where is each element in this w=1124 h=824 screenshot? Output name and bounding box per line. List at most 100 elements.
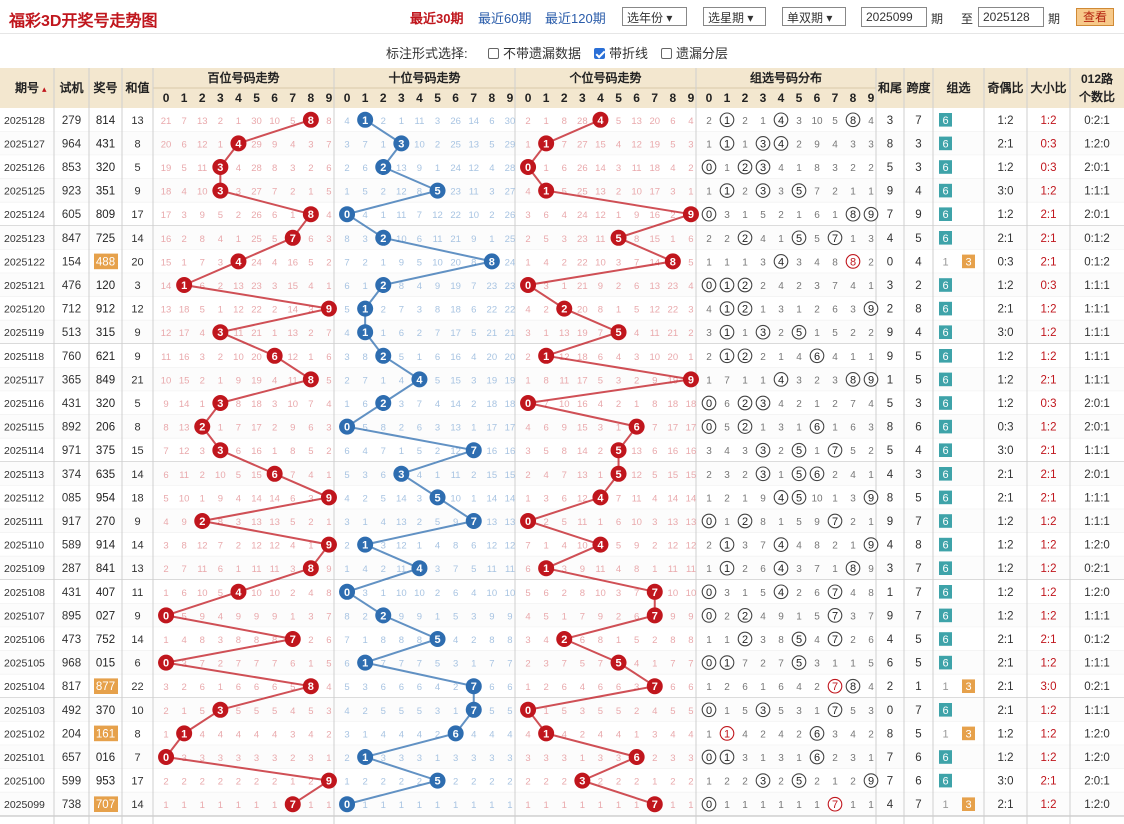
units-omission: 7 — [562, 139, 567, 150]
group3-box — [962, 797, 975, 811]
weekday-select[interactable]: 选星期 ▾ — [703, 7, 766, 26]
query-button[interactable]: 查看 — [1076, 8, 1114, 26]
digit-col-header: 2 — [199, 91, 206, 105]
tens-ball-digit: 0 — [344, 209, 350, 221]
year-select[interactable]: 选年份 ▾ — [622, 7, 687, 26]
units-omission: 20 — [668, 352, 679, 363]
group-ball — [791, 442, 807, 458]
group-omission: 2 — [814, 777, 820, 788]
parity-select[interactable]: 单双期 ▾ — [782, 7, 846, 26]
table-row — [0, 698, 1124, 722]
units-omission: 4 — [616, 564, 621, 575]
option-no-omission[interactable]: 不带遗漏数据 — [488, 43, 581, 62]
group-omission: 10 — [811, 116, 823, 127]
group-omission: 1 — [868, 470, 874, 481]
winning-cell: 914 — [96, 540, 116, 552]
tens-omission: 4 — [381, 729, 386, 740]
table-row — [0, 650, 1124, 675]
group-omission: 4 — [742, 729, 748, 740]
group-cell: 6 — [942, 327, 948, 339]
group-omission: 2 — [742, 470, 748, 481]
start-issue-input[interactable]: 2025099 — [861, 7, 927, 27]
hundreds-ball — [158, 654, 175, 671]
units-omission: 2 — [616, 399, 621, 410]
recent-120-link[interactable]: 最近120期 — [545, 11, 606, 26]
hundreds-omission: 4 — [290, 706, 295, 717]
recent-60-link[interactable]: 最近60期 — [478, 11, 532, 26]
table-row — [0, 580, 1124, 604]
units-omission: 9 — [562, 423, 567, 434]
tens-omission: 3 — [471, 375, 476, 386]
route-col-header-2: 个数比 — [1078, 89, 1115, 104]
sum-cell: 8 — [134, 422, 140, 434]
group-omission: 4 — [760, 234, 766, 245]
digit-col-header: 4 — [597, 91, 604, 105]
hundreds-omission: 1 — [272, 800, 277, 811]
sum-cell: 20 — [131, 256, 143, 268]
units-omission: 10 — [649, 352, 660, 363]
tens-omission: 1 — [453, 706, 458, 717]
tens-omission: 1 — [381, 800, 386, 811]
units-ball-digit: 2 — [561, 304, 567, 316]
checkbox-icon[interactable] — [661, 48, 672, 59]
units-omission: 5 — [525, 588, 530, 599]
sum-cell: 9 — [134, 327, 140, 339]
group-omission: 7 — [832, 281, 838, 292]
span-cell: 7 — [915, 563, 921, 575]
hundreds-omission: 1 — [200, 493, 205, 504]
hundreds-omission: 18 — [251, 399, 262, 410]
option-polyline[interactable]: 带折线 — [594, 43, 648, 62]
group-omission: 2 — [706, 541, 712, 552]
checkbox-checked-icon[interactable] — [594, 48, 605, 59]
group-cell: 6 — [942, 610, 948, 622]
tens-omission: 4 — [471, 729, 476, 740]
trial-cell: 431 — [62, 398, 81, 410]
units-omission: 5 — [544, 234, 549, 245]
group-ball — [791, 466, 807, 482]
units-omission: 22 — [577, 257, 588, 268]
units-omission: 5 — [652, 470, 657, 481]
group-ball — [701, 608, 717, 623]
option-omission-layer[interactable]: 遗漏分层 — [661, 43, 728, 62]
hundreds-omission: 3 — [308, 493, 313, 504]
hundreds-omission: 12 — [287, 352, 298, 363]
group-omission: 6 — [742, 682, 748, 693]
group-omission: 3 — [724, 470, 730, 481]
units-omission: 4 — [544, 257, 549, 268]
tens-omission: 10 — [414, 588, 425, 599]
group-ball-digit: 5 — [796, 186, 802, 198]
tail-cell: 4 — [887, 799, 894, 811]
checkbox-icon[interactable] — [488, 48, 499, 59]
hundreds-omission: 7 — [200, 659, 205, 670]
units-omission: 10 — [631, 187, 642, 198]
end-issue-input[interactable]: 2025128 — [978, 7, 1044, 27]
units-omission: 8 — [634, 564, 639, 575]
group-ball-digit: 0 — [706, 587, 712, 599]
route-cell: 1:1:1 — [1084, 327, 1110, 339]
group-omission: 1 — [832, 777, 838, 788]
units-omission: 4 — [652, 706, 657, 717]
digit-col-header: 2 — [742, 91, 749, 105]
units-omission: 3 — [525, 210, 530, 221]
issue-cell: 2025128 — [4, 115, 45, 127]
odd-even-cell: 1:2 — [998, 351, 1014, 363]
hundreds-omission: 8 — [272, 163, 277, 174]
hundreds-ball-digit: 6 — [272, 351, 278, 363]
hundreds-omission: 13 — [233, 281, 244, 292]
tens-omission: 4 — [344, 493, 349, 504]
units-omission: 4 — [598, 399, 603, 410]
tens-ball — [429, 489, 446, 506]
tens-omission: 9 — [417, 611, 422, 622]
tens-omission: 5 — [435, 659, 440, 670]
tens-omission: 1 — [381, 588, 386, 599]
group-omission: 1 — [832, 493, 838, 504]
tens-omission: 1 — [435, 470, 440, 481]
tens-omission: 1 — [381, 210, 386, 221]
hundreds-omission: 7 — [218, 541, 223, 552]
tail-cell: 7 — [887, 776, 893, 788]
recent-30-link[interactable]: 最近30期 — [410, 11, 464, 26]
units-omission: 1 — [525, 682, 530, 693]
tens-omission: 3 — [435, 116, 440, 127]
group-omission: 2 — [868, 163, 874, 174]
tens-omission: 7 — [417, 399, 422, 410]
